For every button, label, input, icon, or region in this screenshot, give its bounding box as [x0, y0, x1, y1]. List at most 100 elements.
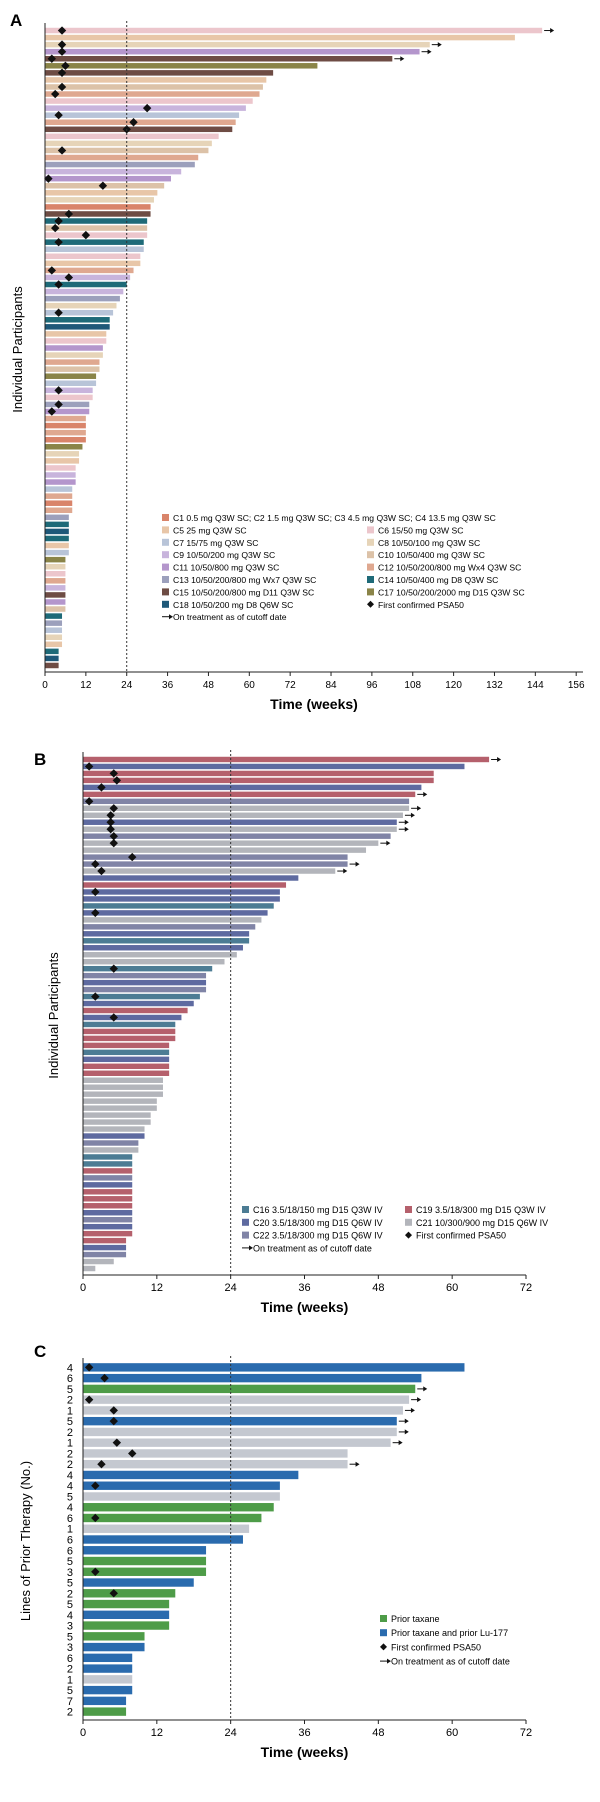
bar — [83, 847, 367, 853]
psa50-marker — [54, 280, 63, 289]
bar — [45, 542, 69, 549]
bar — [83, 1161, 133, 1167]
legend-swatch — [367, 588, 374, 596]
prior-lines-label: 1 — [67, 1524, 73, 1536]
arrow-head — [404, 819, 409, 825]
bar — [83, 1653, 133, 1663]
prior-lines-label: 1 — [67, 1405, 73, 1417]
bar — [83, 1265, 96, 1272]
legend-swatch — [162, 551, 169, 559]
bar — [83, 1599, 170, 1609]
bar — [45, 500, 73, 506]
psa50-marker — [129, 118, 138, 127]
bar — [83, 1481, 280, 1490]
bar — [83, 1416, 397, 1426]
legend-item: C17 10/50/200/2000 mg D15 Q3W SC — [378, 587, 525, 597]
x-tick-label: 84 — [325, 680, 337, 691]
x-tick-label: 12 — [80, 680, 92, 691]
bar — [83, 1189, 133, 1195]
psa50-marker — [47, 54, 57, 63]
bar — [83, 1632, 145, 1641]
bar — [83, 972, 207, 979]
psa50-marker — [51, 223, 60, 233]
x-tick-label: 48 — [203, 680, 215, 691]
bar — [45, 451, 80, 457]
psa50-marker — [64, 273, 74, 282]
psa50-marker — [47, 266, 57, 275]
bar — [45, 599, 66, 605]
bar — [45, 592, 66, 598]
arrow-head — [404, 826, 409, 832]
arrow-head — [404, 1429, 409, 1435]
prior-lines-label: 7 — [67, 1696, 73, 1708]
bar — [45, 281, 127, 288]
bar — [83, 1438, 391, 1447]
bar — [45, 620, 63, 626]
bar — [83, 917, 262, 923]
bar — [83, 1230, 133, 1237]
bar — [83, 1258, 114, 1265]
bar — [83, 1237, 127, 1244]
bar — [45, 422, 86, 429]
legend-swatch — [162, 526, 169, 534]
legend-swatch — [405, 1206, 412, 1213]
bar — [83, 910, 268, 916]
psa50-marker — [106, 811, 115, 820]
bar — [83, 979, 207, 986]
arrow-head — [427, 49, 432, 55]
legend-item: C19 3.5/18/300 mg D15 Q3W IV — [416, 1205, 546, 1215]
prior-lines-label: 4 — [67, 1481, 73, 1493]
x-tick-label: 132 — [486, 680, 503, 691]
bar — [83, 1621, 170, 1630]
bar — [83, 1395, 410, 1404]
bar — [45, 246, 144, 252]
bar — [83, 1021, 176, 1028]
legend-item: C9 10/50/200 mg Q3W SC — [173, 550, 275, 560]
bar — [45, 345, 103, 351]
bar — [83, 1140, 139, 1146]
bar — [83, 1707, 127, 1716]
x-tick-label: 144 — [527, 680, 544, 691]
bar — [45, 415, 86, 422]
legend-item: C6 15/50 mg Q3W SC — [378, 525, 464, 535]
prior-lines-label: 5 — [67, 1631, 73, 1643]
bar — [45, 190, 158, 196]
prior-lines-label: 5 — [67, 1685, 73, 1697]
bar — [45, 493, 73, 499]
psa50-marker — [57, 68, 67, 78]
bar — [83, 1373, 422, 1383]
y-axis-label: Lines of Prior Therapy (No.) — [18, 1461, 33, 1621]
bar — [83, 1112, 151, 1118]
psa50-marker — [98, 181, 108, 190]
bar — [45, 634, 63, 641]
psa50-marker — [61, 61, 70, 71]
x-tick-label: 108 — [404, 680, 421, 691]
bar — [83, 931, 250, 937]
legend-item: C11 10/50/800 mg Q3W SC — [173, 563, 279, 573]
bar — [83, 1028, 176, 1035]
bar — [83, 1147, 139, 1153]
bar — [83, 1589, 176, 1598]
bar — [83, 1077, 163, 1083]
bar — [83, 1091, 163, 1097]
bar — [45, 578, 66, 584]
psa50-marker — [91, 1567, 100, 1576]
bar — [83, 1685, 133, 1695]
prior-lines-label: 5 — [67, 1556, 73, 1568]
bar — [83, 798, 410, 805]
bar — [45, 175, 171, 182]
bar — [45, 585, 66, 591]
bar — [45, 63, 318, 69]
prior-lines-label: 3 — [67, 1621, 73, 1633]
bar — [45, 627, 63, 633]
bar — [45, 486, 73, 492]
legend-item: On treatment as of cutoff date — [391, 1657, 510, 1667]
x-tick-label: 48 — [372, 1727, 384, 1739]
bar — [45, 253, 141, 260]
psa50-marker — [91, 908, 100, 918]
bar — [83, 965, 213, 972]
psa50-marker — [97, 1459, 106, 1469]
bar — [83, 1119, 151, 1125]
bar — [45, 331, 107, 337]
x-tick-label: 12 — [151, 1282, 163, 1294]
